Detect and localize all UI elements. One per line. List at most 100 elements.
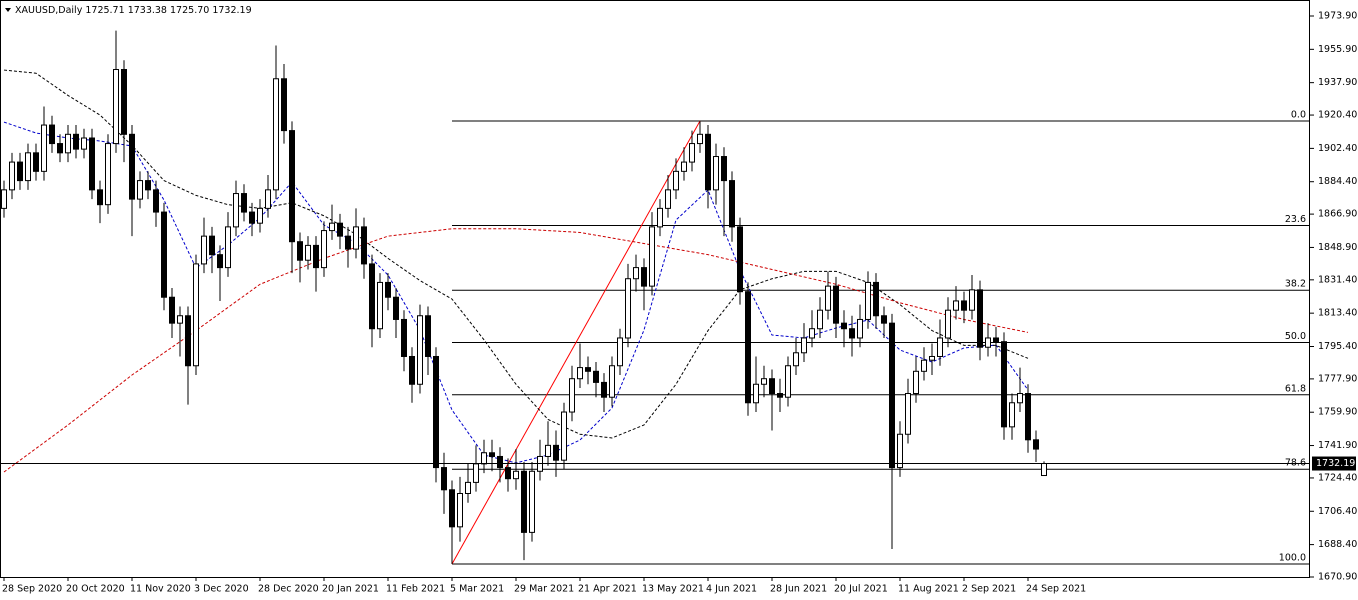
candle-body (729, 180, 735, 228)
candle-body (689, 143, 695, 163)
candle-body (401, 318, 407, 357)
y-tick-label: 1866.90 (1318, 209, 1357, 220)
candle-body (753, 383, 759, 404)
candle-body (33, 152, 39, 172)
y-tick-label: 1795.40 (1318, 341, 1357, 352)
candle-body (649, 226, 655, 287)
candle-body (625, 278, 631, 339)
fib-level-label: 38.2 (1285, 279, 1306, 290)
candle-body (497, 455, 503, 469)
plot-frame (0, 0, 1310, 578)
candle-body (329, 222, 335, 232)
x-tick-label: 20 Oct 2020 (66, 584, 125, 595)
candle-body (113, 69, 119, 145)
candle-body (713, 156, 719, 191)
y-tick-label: 1955.90 (1318, 44, 1357, 55)
candle-body (585, 367, 591, 372)
candle-body (425, 315, 431, 357)
candle-body (225, 226, 231, 269)
candle-body (41, 124, 47, 172)
candle-body (9, 161, 15, 191)
candle-body (153, 189, 159, 213)
candle-body (793, 352, 799, 367)
candle-body (337, 222, 343, 237)
candle-body (705, 133, 711, 191)
symbol: XAUUSD,Daily (15, 5, 83, 16)
fib-level-label: 61.8 (1285, 383, 1306, 394)
y-tick-label: 1724.40 (1318, 472, 1357, 483)
candle-body (25, 152, 31, 182)
candle-body (897, 433, 903, 469)
candle-body (577, 367, 583, 380)
candle-body (417, 315, 423, 385)
x-tick-label: 2 Sep 2021 (962, 584, 1016, 595)
candle-body (977, 289, 983, 348)
candle-body (617, 337, 623, 367)
candle-body (105, 143, 111, 206)
x-tick-label: 5 Mar 2021 (450, 584, 504, 595)
y-tick-label: 1777.90 (1318, 373, 1357, 384)
high-value: 1733.38 (128, 5, 167, 16)
candle-body (473, 463, 479, 483)
candle-body (393, 296, 399, 320)
close-value: 1732.19 (212, 5, 251, 16)
candle-body (681, 161, 687, 172)
candle-body (273, 78, 279, 191)
x-tick-label: 20 Jan 2021 (322, 584, 379, 595)
chart-header: XAUUSD,Daily 1725.71 1733.38 1725.70 173… (15, 5, 252, 16)
candle-body (889, 322, 895, 469)
candle-body (185, 315, 191, 367)
candle-body (1025, 393, 1031, 441)
candle-body (353, 226, 359, 250)
candle-body (129, 133, 135, 200)
candle-body (905, 393, 911, 435)
y-tick-label: 1741.90 (1318, 440, 1357, 451)
candle-body (281, 78, 287, 132)
candle-body (49, 124, 55, 145)
candle-body (777, 393, 783, 398)
candle-body (241, 193, 247, 213)
candle-body (305, 244, 311, 261)
y-tick-label: 1706.40 (1318, 506, 1357, 517)
candle-body (433, 355, 439, 469)
trend-line (451, 120, 701, 565)
x-tick-label: 28 Sep 2020 (2, 584, 62, 595)
candle-body (521, 470, 527, 533)
candle-body (121, 69, 127, 135)
candle-body (313, 244, 319, 269)
candle-body (233, 193, 239, 228)
x-tick-label: 11 Nov 2020 (130, 584, 191, 595)
candle-body (913, 370, 919, 395)
candle-body (601, 381, 607, 398)
candle-body (873, 281, 879, 317)
candle-body (513, 470, 519, 480)
candle-body (377, 281, 383, 330)
candle-body (657, 207, 663, 228)
candle-body (825, 285, 831, 311)
candle-body (745, 291, 751, 404)
x-tick-label: 29 Mar 2021 (514, 584, 574, 595)
x-tick-label: 11 Aug 2021 (898, 584, 959, 595)
candle-body (937, 337, 943, 357)
x-tick-label: 11 Feb 2021 (386, 584, 445, 595)
candle-body (161, 211, 167, 298)
candle-body (849, 328, 855, 339)
candle-body (921, 359, 927, 372)
candle-body (249, 211, 255, 224)
fib-level-label: 50.0 (1285, 331, 1306, 342)
candle-body (945, 309, 951, 339)
candle-body (81, 137, 87, 150)
x-tick-label: 3 Dec 2020 (194, 584, 249, 595)
candle-body (441, 467, 447, 491)
fib-level-label: 100.0 (1279, 553, 1306, 564)
candle-body (609, 365, 615, 398)
candle-body (545, 444, 551, 457)
candle-body (73, 133, 79, 150)
x-tick-label: 20 Jul 2021 (834, 584, 888, 595)
candle-body (785, 365, 791, 398)
candle-body (1033, 439, 1039, 450)
candle-body (137, 180, 143, 200)
candle-body (201, 235, 207, 265)
candle-body (89, 137, 95, 191)
